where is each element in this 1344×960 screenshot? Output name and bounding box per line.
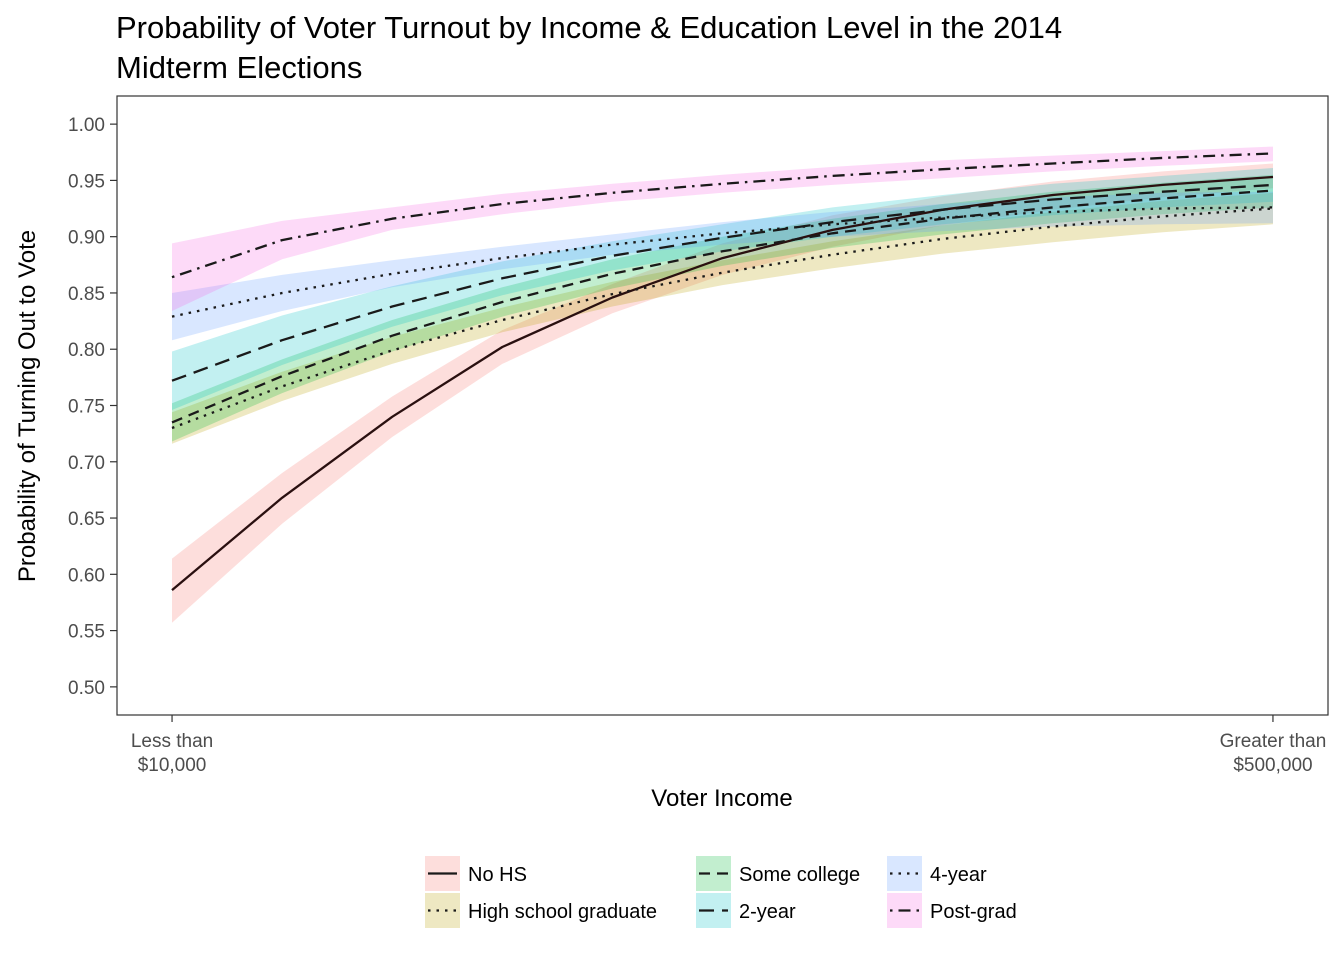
legend-item-some-college: Some college	[696, 856, 860, 891]
ribbon-no-hs	[172, 163, 1273, 623]
y-tick-label: 0.55	[68, 622, 105, 643]
y-tick-label: 0.80	[68, 340, 105, 361]
legend-label-post-grad: Post-grad	[930, 901, 1017, 923]
y-tick-label: 0.70	[68, 453, 105, 474]
series-lines	[171, 152, 1274, 591]
ribbon-4-year	[172, 191, 1273, 341]
legend-item-no-hs: No HS	[425, 856, 527, 891]
y-axis: 0.50 0.55 0.60 0.65 0.70 0.75 0.80 0.85 0.90 0.95…	[68, 115, 117, 699]
legend-item-2-year: 2-year	[696, 893, 796, 928]
x-axis: Less than $10,000 Greater than $500,000	[131, 715, 1326, 776]
x-tick-label: Less than	[131, 731, 213, 752]
y-tick-label: 0.75	[68, 397, 105, 418]
ribbon-post-grad	[172, 146, 1273, 311]
ribbon-some-college	[172, 174, 1273, 442]
y-tick-label: 0.65	[68, 509, 105, 530]
x-tick-label: Greater than	[1220, 731, 1327, 752]
x-axis-title: Voter Income	[651, 785, 792, 812]
legend-item-4-year: 4-year	[887, 856, 987, 891]
legend: No HS Some college 4-year High school gradu…	[425, 856, 1017, 928]
chart-title-line-2: Midterm Elections	[116, 50, 362, 85]
legend-label-4-year: 4-year	[930, 864, 987, 886]
y-tick-label: 1.00	[68, 115, 105, 136]
x-tick-label: $500,000	[1233, 755, 1312, 776]
legend-label-2-year: 2-year	[739, 901, 796, 923]
line-no-hs	[171, 175, 1274, 591]
y-tick-label: 0.60	[68, 565, 105, 586]
chart-title-line-1: Probability of Voter Turnout by Income &…	[116, 10, 1062, 45]
x-tick-label: $10,000	[138, 755, 207, 776]
y-tick-label: 0.85	[68, 284, 105, 305]
line-post-grad	[171, 152, 1274, 279]
y-tick-label: 0.90	[68, 228, 105, 249]
legend-item-high-school-graduate: High school graduate	[425, 893, 657, 928]
ribbon-high-school-graduate	[172, 192, 1273, 444]
line-some-college	[171, 189, 1274, 424]
y-axis-title: Probability of Turning Out to Vote	[14, 230, 41, 582]
legend-item-post-grad: Post-grad	[887, 893, 1017, 928]
legend-label-some-college: Some college	[739, 864, 860, 886]
y-tick-label: 0.95	[68, 171, 105, 192]
legend-label-no-hs: No HS	[468, 864, 527, 886]
y-tick-label: 0.50	[68, 678, 105, 699]
line-2-year	[171, 183, 1274, 382]
line-4-year	[171, 206, 1274, 318]
legend-label-high-school-graduate: High school graduate	[468, 901, 657, 923]
